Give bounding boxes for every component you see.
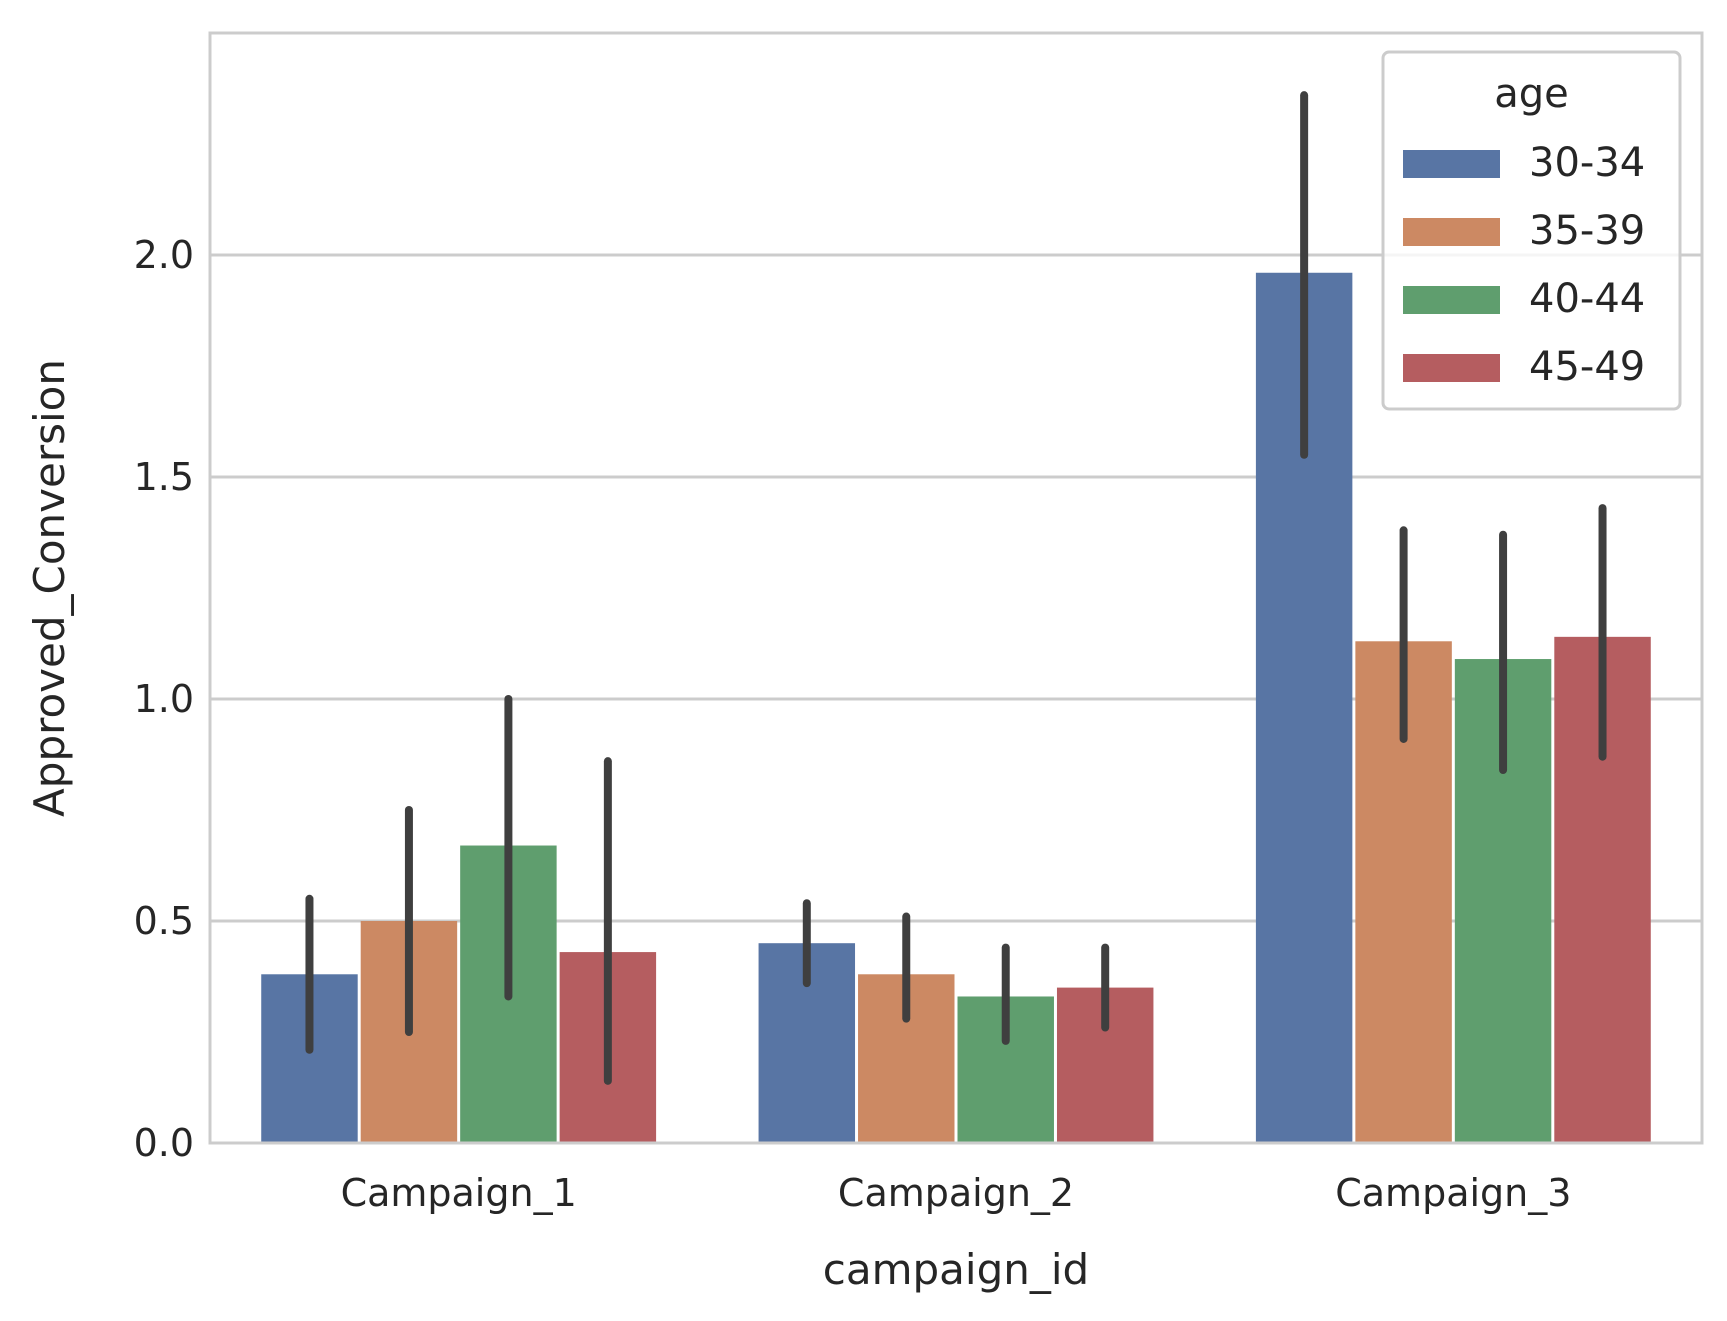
y-tick-labels: 0.0 0.5 1.0 1.5 2.0	[134, 233, 194, 1165]
y-tick-label: 0.0	[134, 1121, 194, 1165]
x-tick-label: Campaign_3	[1335, 1171, 1571, 1215]
legend-label: 35-39	[1529, 208, 1645, 254]
y-tick-label: 1.0	[134, 677, 194, 721]
axes-frame	[208, 31, 1704, 1145]
legend-swatch-30-34	[1403, 150, 1500, 178]
legend-swatch-35-39	[1403, 218, 1500, 246]
legend-title: age	[1494, 71, 1569, 117]
y-axis-label: Approved_Conversion	[25, 359, 74, 817]
legend-label: 45-49	[1529, 344, 1645, 390]
legend-label: 30-34	[1529, 140, 1645, 186]
x-tick-label: Campaign_2	[838, 1171, 1074, 1215]
y-tick-label: 1.5	[134, 455, 194, 499]
legend-swatch-40-44	[1403, 286, 1500, 314]
x-tick-labels: Campaign_1 Campaign_2 Campaign_3	[341, 1171, 1572, 1215]
x-tick-label: Campaign_1	[341, 1171, 577, 1215]
legend-items: 30-34 35-39 40-44 45-49	[1403, 140, 1645, 390]
y-tick-label: 0.5	[134, 899, 194, 943]
error-bars	[305, 91, 1607, 1085]
x-axis-label: campaign_id	[823, 1245, 1089, 1294]
legend: age 30-34 35-39 40-44 45-49	[1381, 50, 1682, 411]
legend-box	[1381, 50, 1682, 411]
legend-label: 40-44	[1529, 276, 1645, 322]
y-tick-label: 2.0	[134, 233, 194, 277]
legend-swatch-45-49	[1403, 354, 1500, 382]
